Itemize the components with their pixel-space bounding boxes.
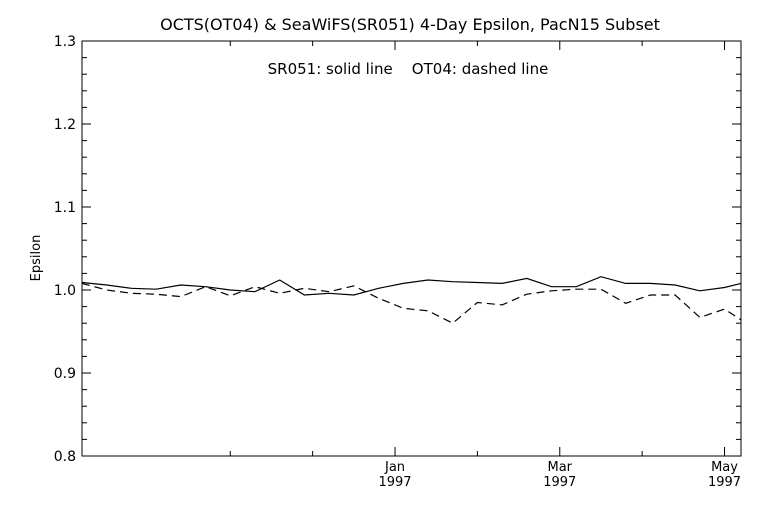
y-tick-label: 1.2	[54, 117, 76, 133]
y-tick-label: 1.0	[54, 283, 76, 299]
y-axis-label: Epsilon	[29, 235, 44, 282]
x-tick-month: May	[711, 460, 738, 475]
x-tick-year: 1997	[378, 475, 411, 490]
series-line-ot04	[81, 282, 742, 324]
y-axis: 0.8 0.9 1.0 1.1 1.2 1.3	[54, 34, 741, 465]
plot-frame	[81, 40, 742, 457]
series-line-sr051	[81, 276, 742, 296]
y-tick-label: 0.9	[54, 366, 76, 382]
x-tick-year: 1997	[708, 475, 741, 490]
y-tick-label: 1.3	[54, 34, 76, 50]
chart-title: OCTS(OT04) & SeaWiFS(SR051) 4-Day Epsilo…	[160, 15, 660, 34]
x-tick-year: 1997	[543, 475, 576, 490]
x-tick-month: Jan	[384, 460, 405, 475]
x-tick-month: Mar	[548, 460, 573, 475]
y-tick-label: 1.1	[54, 200, 76, 216]
y-tick-label: 0.8	[54, 449, 76, 465]
series-group	[81, 276, 742, 324]
legend-annotation: SR051: solid line OT04: dashed line	[268, 60, 549, 78]
